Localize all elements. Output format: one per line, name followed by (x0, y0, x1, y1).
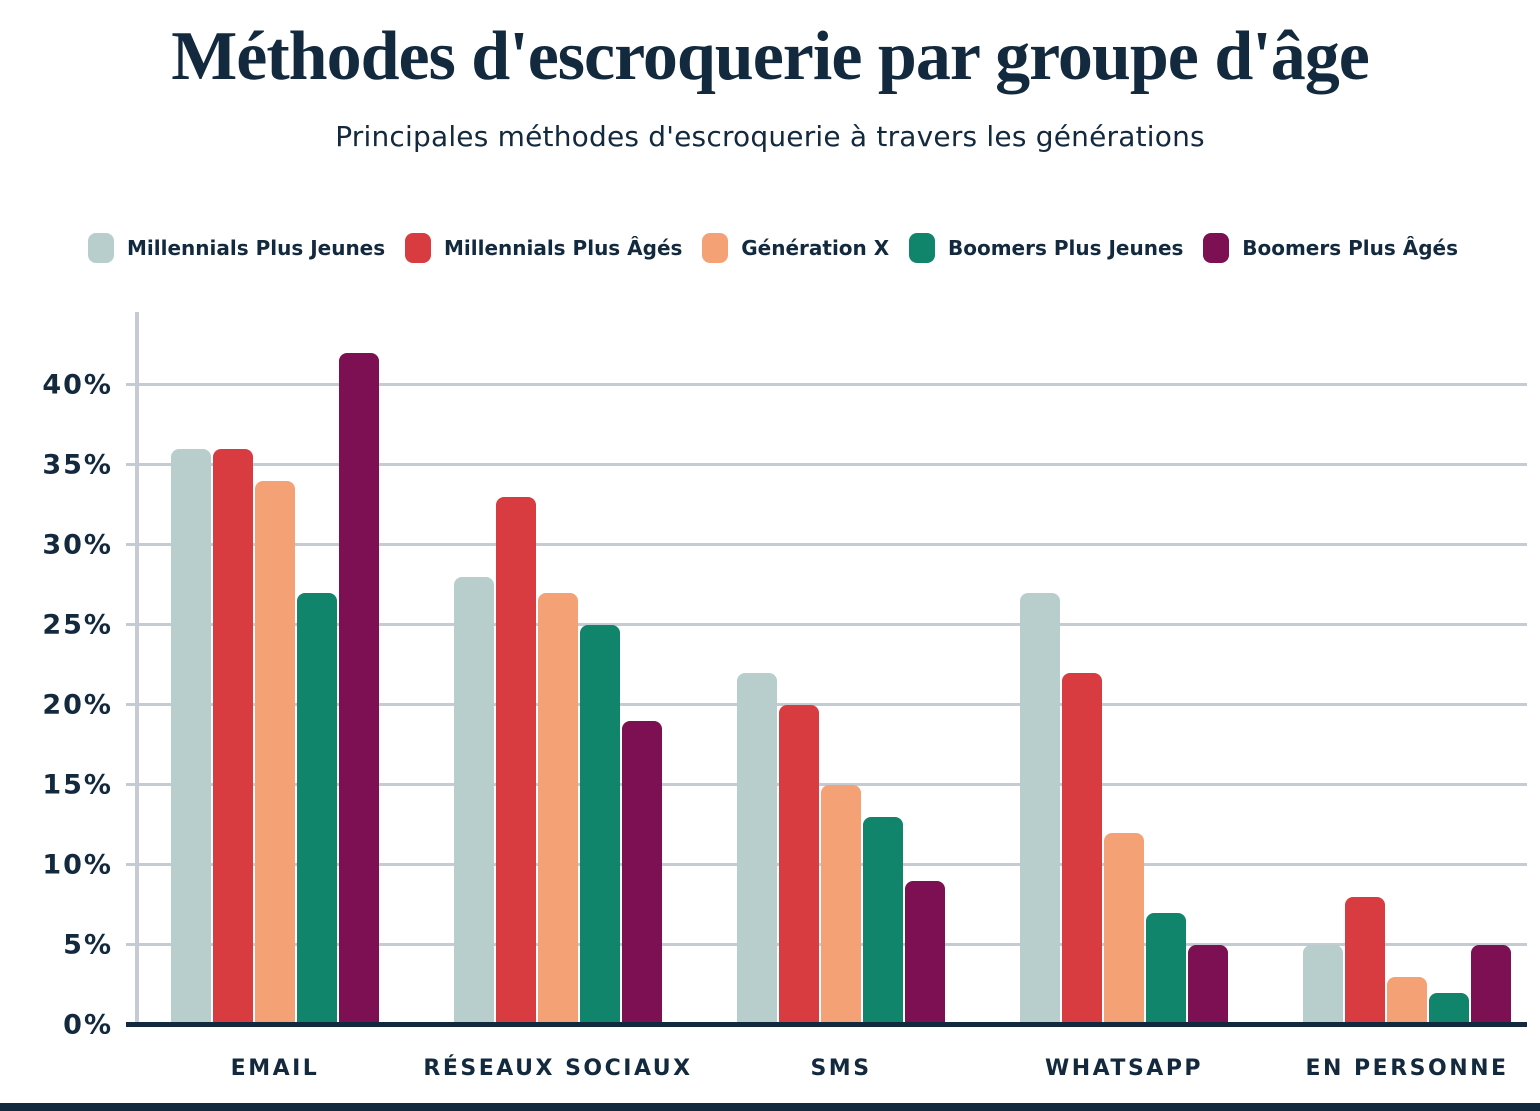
legend-label-millennials-plus-ages: Millennials Plus Âgés (443, 236, 683, 260)
x-axis-labels: EMAIL RÉSEAUX SOCIAUX SMS WHATSAPP EN PERSON… (171, 1056, 1511, 1081)
gridline-15 (126, 783, 1527, 786)
bar-reseaux-sociaux-millennials-plus-jeunes (454, 577, 494, 1025)
legend-label-boomers-plus-jeunes: Boomers Plus Jeunes (947, 236, 1184, 260)
x-axis-label-en-personne: EN PERSONNE (1305, 1056, 1509, 1081)
y-axis-labels: 0% 5% 10% 15% 20% 25% 30% 35% 40% (0, 312, 113, 1041)
y-tick-label-0: 0% (63, 1009, 113, 1041)
legend-label-millennials-plus-jeunes: Millennials Plus Jeunes (127, 236, 386, 260)
bar-whatsapp-boomers-plus-jeunes (1146, 913, 1186, 1025)
bar-sms-boomers-plus-jeunes (863, 817, 903, 1025)
legend-item-boomers-plus-ages: Boomers Plus Âgés (1203, 233, 1458, 263)
legend-label-boomers-plus-ages: Boomers Plus Âgés (1242, 236, 1458, 260)
y-tick-label-10: 10% (42, 849, 113, 881)
gridline-35 (126, 463, 1527, 466)
legend-swatch-generation-x (702, 233, 729, 263)
bar-email-millennials-plus-jeunes (171, 449, 211, 1025)
legend: Millennials Plus Jeunes Millennials Plus … (88, 233, 1458, 263)
plot-area (126, 312, 1527, 1027)
bar-sms-millennials-plus-ages (779, 705, 819, 1025)
legend-item-millennials-plus-jeunes: Millennials Plus Jeunes (88, 233, 385, 263)
bar-reseaux-sociaux-boomers-plus-jeunes (580, 625, 620, 1025)
bar-sms-boomers-plus-ages (905, 881, 945, 1025)
bar-en-personne-boomers-plus-jeunes (1429, 993, 1469, 1025)
bottom-accent-bar (0, 1103, 1540, 1111)
x-axis-label-whatsapp: WHATSAPP (1044, 1056, 1204, 1081)
y-tick-label-5: 5% (63, 929, 113, 961)
bar-email-millennials-plus-ages (213, 449, 253, 1025)
chart-title: Méthodes d'escroquerie par groupe d'âge (171, 18, 1370, 95)
chart-subtitle: Principales méthodes d'escroquerie à tra… (335, 120, 1205, 154)
bar-reseaux-sociaux-generation-x (538, 593, 578, 1025)
bar-group-whatsapp (1020, 593, 1228, 1025)
bar-en-personne-boomers-plus-ages (1471, 945, 1511, 1025)
legend-swatch-boomers-plus-jeunes (908, 233, 935, 263)
bar-en-personne-generation-x (1387, 977, 1427, 1025)
legend-item-boomers-plus-jeunes: Boomers Plus Jeunes (908, 233, 1184, 263)
legend-swatch-millennials-plus-jeunes (88, 233, 114, 263)
bar-email-boomers-plus-jeunes (297, 593, 337, 1025)
y-axis-line (135, 312, 139, 1025)
legend-label-generation-x: Génération X (741, 236, 890, 260)
bar-en-personne-millennials-plus-ages (1345, 897, 1385, 1025)
legend-swatch-millennials-plus-ages (404, 233, 431, 263)
gridline-30 (126, 543, 1527, 546)
x-axis-label-sms: SMS (810, 1056, 872, 1081)
y-tick-label-35: 35% (42, 449, 113, 481)
legend-item-generation-x: Génération X (702, 233, 889, 263)
x-axis-line (126, 1022, 1527, 1027)
y-tick-label-20: 20% (42, 689, 113, 721)
bar-email-boomers-plus-ages (339, 353, 379, 1025)
x-axis-label-reseaux-sociaux: RÉSEAUX SOCIAUX (423, 1056, 693, 1081)
bar-whatsapp-millennials-plus-jeunes (1020, 593, 1060, 1025)
gridline-25 (126, 623, 1527, 626)
bar-email-generation-x (255, 481, 295, 1025)
bar-group-sms (737, 673, 945, 1025)
gridline-40 (126, 383, 1527, 386)
y-tick-label-40: 40% (42, 369, 113, 401)
bar-en-personne-millennials-plus-jeunes (1303, 945, 1343, 1025)
bar-reseaux-sociaux-boomers-plus-ages (622, 721, 662, 1025)
bar-whatsapp-boomers-plus-ages (1188, 945, 1228, 1025)
bar-group-reseaux-sociaux (454, 497, 662, 1025)
legend-item-millennials-plus-ages: Millennials Plus Âgés (404, 233, 683, 263)
bar-groups (171, 353, 1511, 1025)
y-tick-label-15: 15% (42, 769, 113, 801)
bar-sms-generation-x (821, 785, 861, 1025)
x-axis-label-email: EMAIL (230, 1056, 320, 1081)
y-tick-label-25: 25% (42, 609, 113, 641)
legend-swatch-boomers-plus-ages (1203, 233, 1230, 263)
bar-sms-millennials-plus-jeunes (737, 673, 777, 1025)
bar-reseaux-sociaux-millennials-plus-ages (496, 497, 536, 1025)
bar-group-en-personne (1303, 897, 1511, 1025)
y-tick-label-30: 30% (42, 529, 113, 561)
bar-group-email (171, 353, 379, 1025)
bar-whatsapp-millennials-plus-ages (1062, 673, 1102, 1025)
bar-whatsapp-generation-x (1104, 833, 1144, 1025)
gridline-20 (126, 703, 1527, 706)
